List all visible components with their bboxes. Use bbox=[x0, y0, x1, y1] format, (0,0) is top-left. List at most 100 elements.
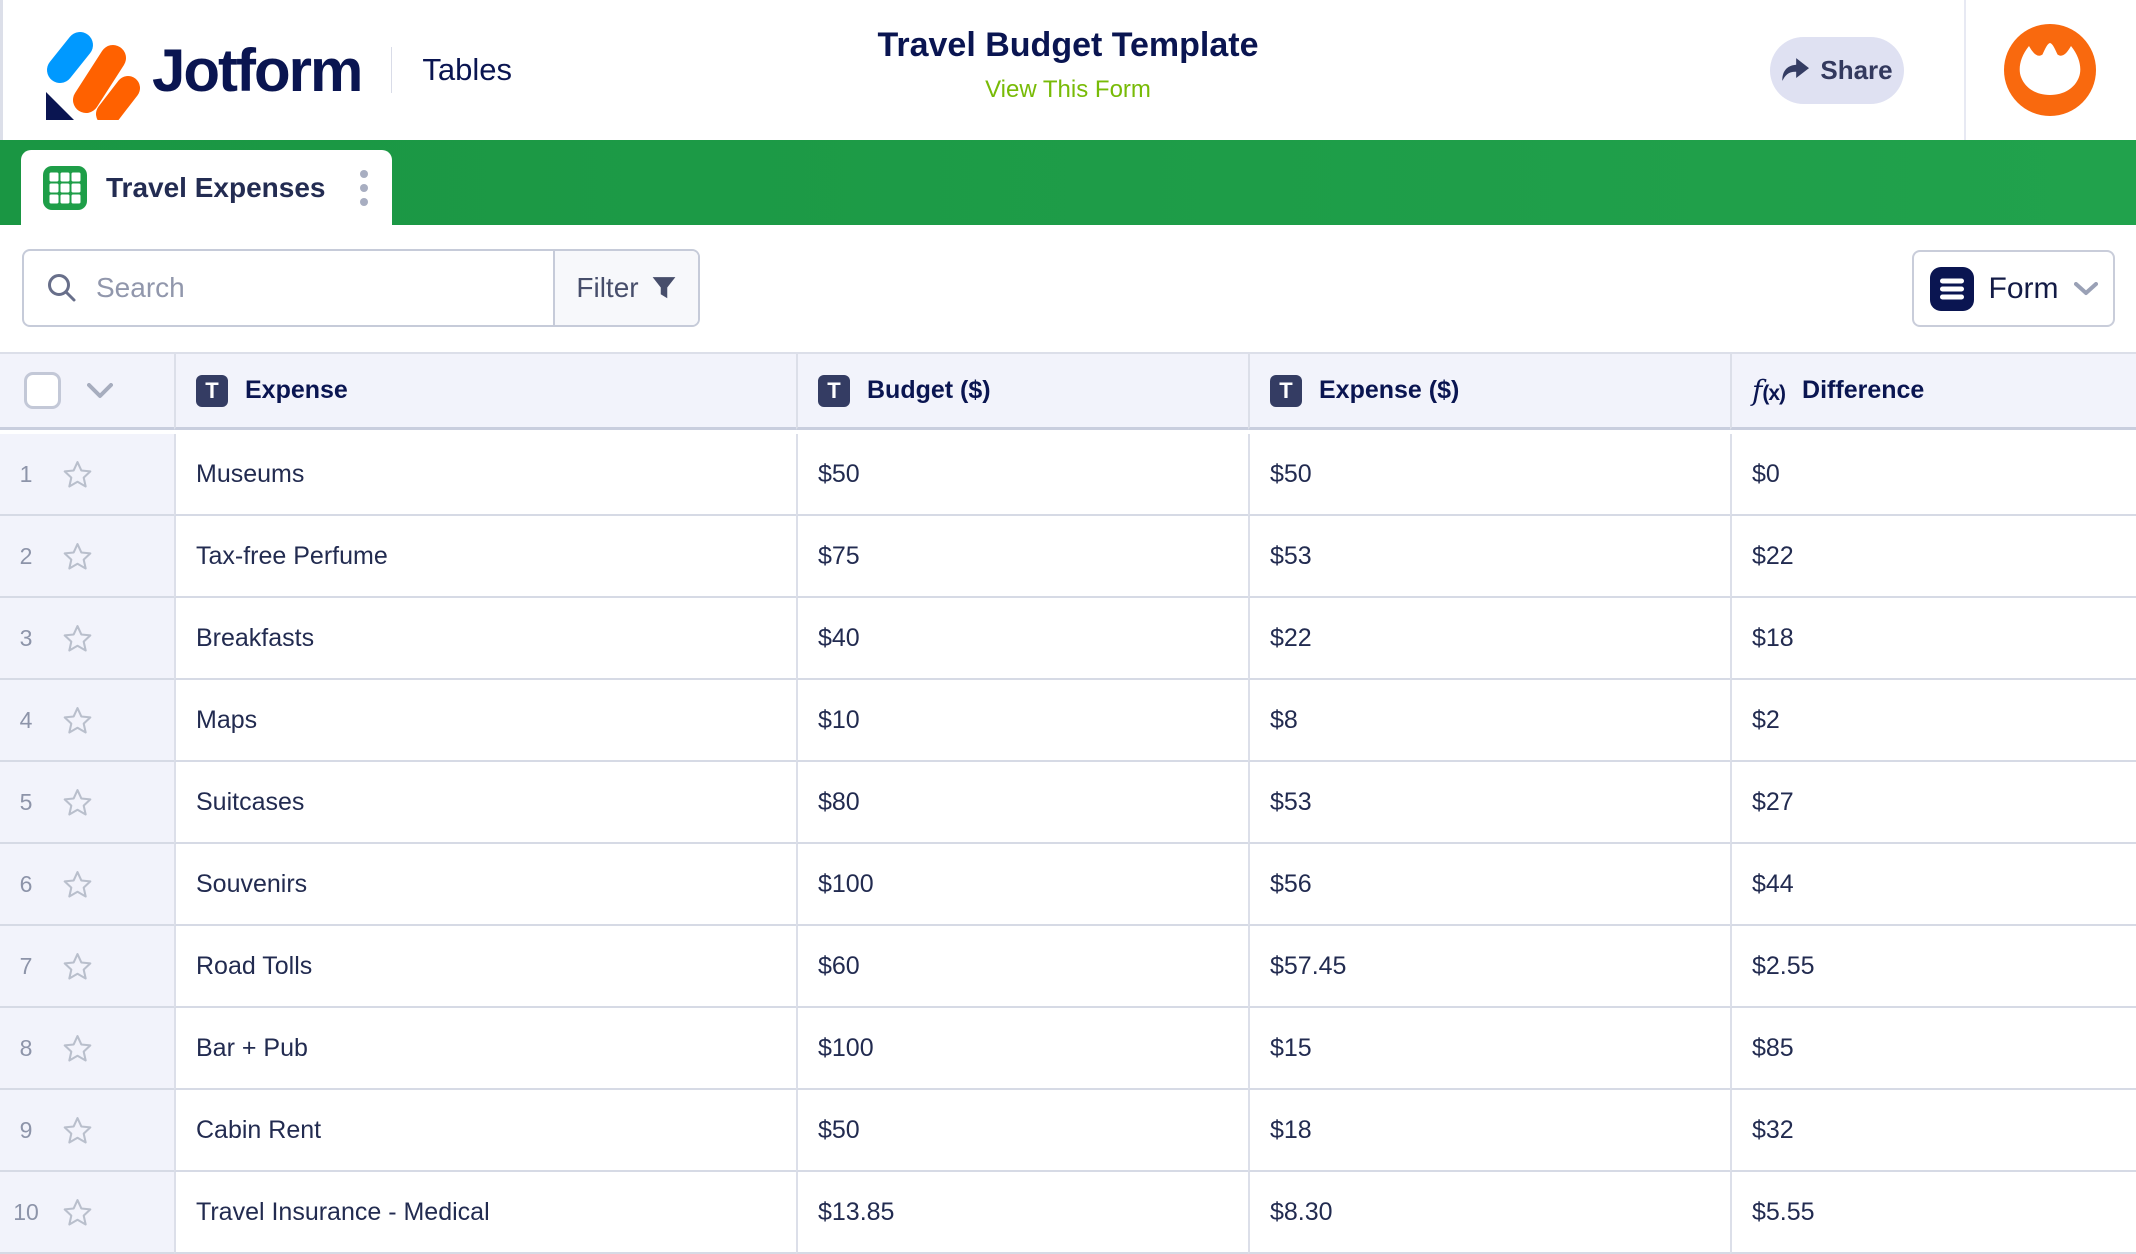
star-icon[interactable] bbox=[62, 541, 93, 572]
cell-budget[interactable]: $75 bbox=[796, 516, 1248, 598]
cell-expense[interactable]: Suitcases bbox=[174, 762, 796, 844]
row-header: 5 bbox=[0, 762, 174, 844]
chevron-down-icon bbox=[2073, 281, 2098, 295]
cell-difference[interactable]: $44 bbox=[1730, 844, 2136, 926]
form-icon bbox=[1929, 266, 1974, 311]
tab-travel-expenses[interactable]: Travel Expenses bbox=[21, 150, 392, 225]
avatar-cat-icon bbox=[2004, 24, 2096, 116]
row-header: 4 bbox=[0, 680, 174, 762]
cell-budget[interactable]: $80 bbox=[796, 762, 1248, 844]
filter-funnel-icon bbox=[652, 277, 675, 299]
row-header: 6 bbox=[0, 844, 174, 926]
column-header-difference[interactable]: f(x) Difference bbox=[1730, 352, 2136, 430]
product-label: Tables bbox=[422, 52, 512, 87]
text-icon: T bbox=[1270, 374, 1302, 407]
header-divider bbox=[1964, 0, 1966, 140]
cell-difference[interactable]: $32 bbox=[1730, 1090, 2136, 1172]
cell-expense[interactable]: Cabin Rent bbox=[174, 1090, 796, 1172]
star-icon[interactable] bbox=[62, 1197, 93, 1228]
share-label: Share bbox=[1820, 55, 1893, 85]
share-arrow-icon bbox=[1782, 57, 1810, 81]
cell-budget[interactable]: $10 bbox=[796, 680, 1248, 762]
cell-difference[interactable]: $2.55 bbox=[1730, 926, 2136, 1008]
row-actions-chevron-icon[interactable] bbox=[87, 382, 113, 399]
row-header: 1 bbox=[0, 434, 174, 516]
text-icon: T bbox=[818, 374, 850, 407]
cell-expense[interactable]: Souvenirs bbox=[174, 844, 796, 926]
cell-expense[interactable]: Road Tolls bbox=[174, 926, 796, 1008]
star-icon[interactable] bbox=[62, 623, 93, 654]
cell-expense-amount[interactable]: $50 bbox=[1248, 434, 1730, 516]
cell-difference[interactable]: $18 bbox=[1730, 598, 2136, 680]
cell-budget[interactable]: $100 bbox=[796, 844, 1248, 926]
tab-menu-kebab-icon[interactable] bbox=[354, 164, 374, 212]
search-input[interactable] bbox=[96, 272, 476, 304]
cell-expense[interactable]: Maps bbox=[174, 680, 796, 762]
row-number: 6 bbox=[19, 870, 33, 897]
row-number: 7 bbox=[19, 952, 33, 979]
filter-button[interactable]: Filter bbox=[553, 251, 698, 325]
column-header-expense-amount[interactable]: T Expense ($) bbox=[1248, 352, 1730, 430]
window-edge bbox=[0, 0, 3, 140]
cell-expense-amount[interactable]: $18 bbox=[1248, 1090, 1730, 1172]
row-header: 10 bbox=[0, 1172, 174, 1254]
row-header: 2 bbox=[0, 516, 174, 598]
row-number: 5 bbox=[19, 788, 33, 815]
cell-difference[interactable]: $5.55 bbox=[1730, 1172, 2136, 1254]
cell-budget[interactable]: $50 bbox=[796, 434, 1248, 516]
search-icon bbox=[48, 274, 76, 302]
star-icon[interactable] bbox=[62, 459, 93, 490]
share-button[interactable]: Share bbox=[1770, 37, 1904, 104]
select-all-checkbox[interactable] bbox=[24, 372, 61, 409]
cell-expense-amount[interactable]: $8 bbox=[1248, 680, 1730, 762]
brand-logo-link[interactable]: Jotform Tables bbox=[40, 0, 512, 140]
row-number: 10 bbox=[13, 1198, 39, 1225]
star-icon[interactable] bbox=[62, 1033, 93, 1064]
cell-expense-amount[interactable]: $22 bbox=[1248, 598, 1730, 680]
cell-budget[interactable]: $100 bbox=[796, 1008, 1248, 1090]
star-icon[interactable] bbox=[62, 869, 93, 900]
cell-expense-amount[interactable]: $15 bbox=[1248, 1008, 1730, 1090]
cell-difference[interactable]: $22 bbox=[1730, 516, 2136, 598]
form-view-button[interactable]: Form bbox=[1912, 250, 2115, 327]
cell-expense-amount[interactable]: $56 bbox=[1248, 844, 1730, 926]
table-grid-icon bbox=[43, 165, 87, 210]
row-number: 3 bbox=[19, 624, 33, 651]
cell-expense-amount[interactable]: $53 bbox=[1248, 516, 1730, 598]
cell-budget[interactable]: $50 bbox=[796, 1090, 1248, 1172]
cell-budget[interactable]: $40 bbox=[796, 598, 1248, 680]
star-icon[interactable] bbox=[62, 1115, 93, 1146]
submissions-table: T Expense T Budget ($) T Expense ($) f(x… bbox=[0, 352, 2136, 1254]
row-header: 7 bbox=[0, 926, 174, 1008]
cell-difference[interactable]: $85 bbox=[1730, 1008, 2136, 1090]
sheet-tab-bar: Travel Expenses bbox=[0, 140, 2136, 225]
cell-expense[interactable]: Museums bbox=[174, 434, 796, 516]
cell-difference[interactable]: $27 bbox=[1730, 762, 2136, 844]
cell-expense[interactable]: Tax-free Perfume bbox=[174, 516, 796, 598]
filter-label: Filter bbox=[576, 272, 639, 303]
cell-expense-amount[interactable]: $53 bbox=[1248, 762, 1730, 844]
tab-label: Travel Expenses bbox=[106, 171, 326, 203]
search-group: Filter bbox=[22, 249, 700, 327]
cell-expense-amount[interactable]: $57.45 bbox=[1248, 926, 1730, 1008]
row-number: 2 bbox=[19, 542, 33, 569]
star-icon[interactable] bbox=[62, 951, 93, 982]
cell-difference[interactable]: $0 bbox=[1730, 434, 2136, 516]
column-header-expense[interactable]: T Expense bbox=[174, 352, 796, 430]
cell-difference[interactable]: $2 bbox=[1730, 680, 2136, 762]
cell-expense-amount[interactable]: $8.30 bbox=[1248, 1172, 1730, 1254]
row-header: 8 bbox=[0, 1008, 174, 1090]
cell-expense[interactable]: Travel Insurance - Medical bbox=[174, 1172, 796, 1254]
column-header-budget[interactable]: T Budget ($) bbox=[796, 352, 1248, 430]
star-icon[interactable] bbox=[62, 705, 93, 736]
row-number: 4 bbox=[19, 706, 33, 733]
user-avatar[interactable] bbox=[2004, 24, 2096, 116]
cell-budget[interactable]: $60 bbox=[796, 926, 1248, 1008]
view-this-form-link[interactable]: View This Form bbox=[985, 76, 1151, 103]
form-view-label: Form bbox=[1988, 271, 2059, 305]
cell-expense[interactable]: Bar + Pub bbox=[174, 1008, 796, 1090]
cell-expense[interactable]: Breakfasts bbox=[174, 598, 796, 680]
star-icon[interactable] bbox=[62, 787, 93, 818]
cell-budget[interactable]: $13.85 bbox=[796, 1172, 1248, 1254]
text-icon: T bbox=[196, 374, 228, 407]
